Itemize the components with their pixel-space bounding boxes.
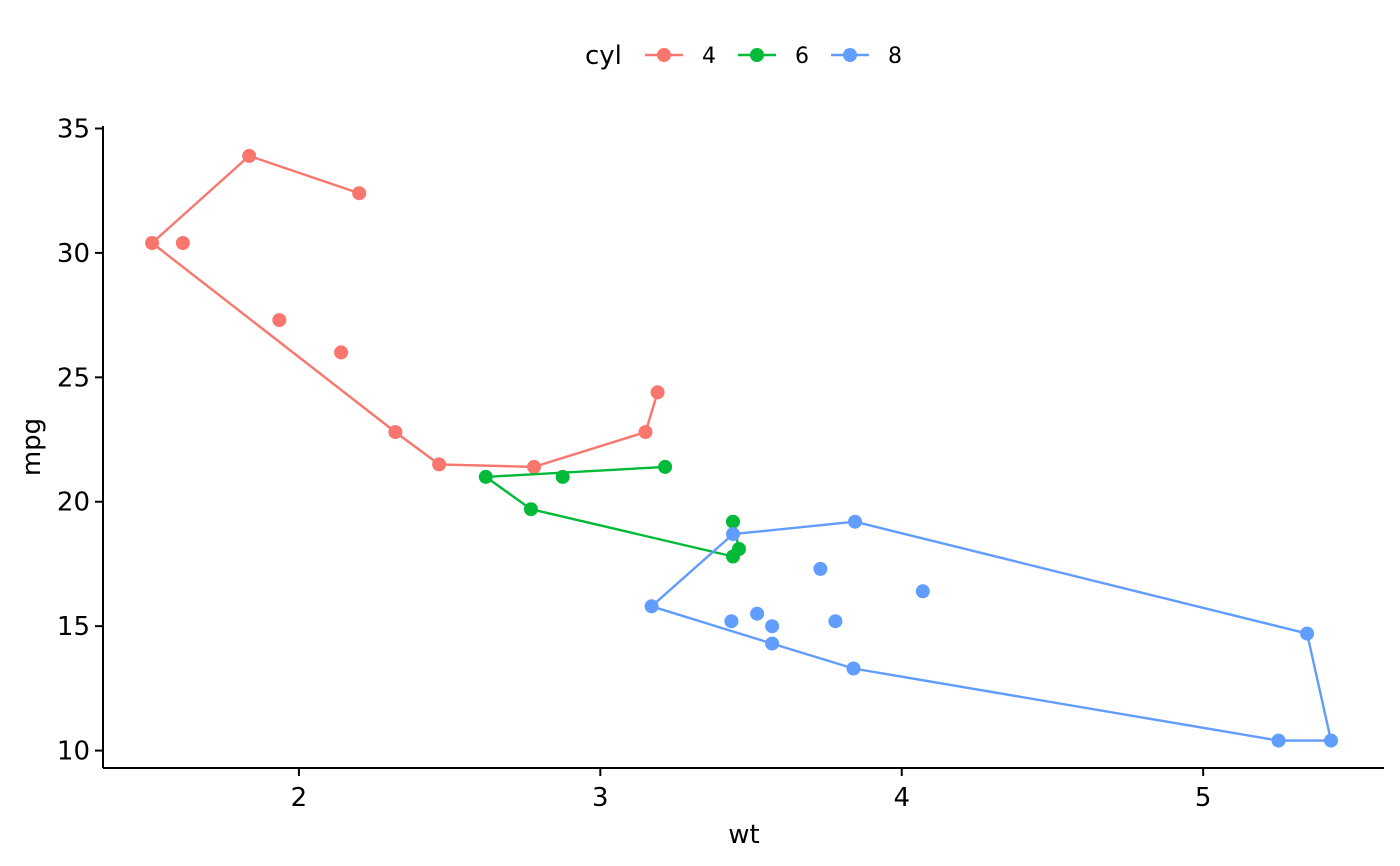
data-point [478, 469, 493, 484]
series-line-8 [650, 520, 1333, 742]
legend-item-8: 8 [831, 44, 902, 69]
legend-key-point [657, 48, 671, 62]
data-point [145, 236, 160, 250]
data-point [644, 599, 659, 614]
data-point [726, 527, 740, 542]
data-point [334, 345, 349, 360]
data-point [555, 469, 570, 484]
data-point [813, 561, 828, 576]
data-point [750, 606, 765, 621]
legend-label: 4 [702, 44, 716, 69]
y-tick-label: 10 [57, 737, 90, 767]
series-line-4 [150, 154, 659, 469]
y-tick-label: 20 [57, 488, 90, 518]
data-point [846, 661, 861, 676]
legend: cyl 4 6 8 [585, 41, 902, 71]
data-point [658, 459, 673, 474]
data-point [1324, 733, 1338, 748]
data-point [527, 459, 541, 474]
legend-key-point [843, 48, 857, 62]
legend-item-6: 6 [738, 44, 809, 69]
data-point [726, 549, 740, 564]
data-point [432, 457, 447, 472]
data-point [848, 514, 862, 529]
series-6 [478, 459, 746, 564]
data-point [765, 636, 780, 651]
series-line-6 [484, 465, 741, 558]
data-point [726, 514, 740, 529]
data-point [650, 385, 665, 400]
legend-key-point [750, 48, 764, 62]
y-tick-label: 30 [57, 239, 90, 269]
y-tick-label: 15 [57, 612, 90, 642]
series-8 [644, 514, 1338, 748]
x-tick-label: 4 [893, 783, 910, 813]
data-point [915, 584, 930, 599]
data-point [175, 236, 190, 250]
data-point [724, 614, 739, 629]
y-tick-label: 35 [57, 114, 90, 144]
data-point [524, 502, 538, 517]
y-axis: 10 15 20 25 30 35 mpg [17, 114, 104, 768]
data-point [828, 614, 843, 629]
legend-items: 4 6 8 [645, 44, 902, 69]
x-tick-label: 3 [592, 783, 609, 813]
plot-series [145, 148, 1338, 748]
data-point [242, 148, 257, 163]
y-ticks: 10 15 20 25 30 35 [57, 114, 103, 767]
y-axis-title: mpg [17, 418, 47, 476]
x-axis-title: wt [728, 820, 759, 850]
y-tick-label: 25 [57, 363, 90, 393]
data-point [638, 425, 653, 440]
legend-title: cyl [585, 41, 622, 71]
data-point [1271, 733, 1286, 748]
legend-label: 8 [888, 44, 902, 69]
x-axis: 2 3 4 5 wt [103, 767, 1384, 850]
data-point [272, 313, 287, 328]
data-point [1300, 626, 1315, 641]
series-4 [145, 148, 665, 474]
legend-item-4: 4 [645, 44, 716, 69]
x-tick-label: 5 [1195, 783, 1212, 813]
legend-label: 6 [795, 44, 809, 69]
data-point [352, 186, 367, 201]
data-point [388, 425, 403, 440]
data-point [765, 619, 780, 634]
x-ticks: 2 3 4 5 [291, 768, 1212, 813]
x-tick-label: 2 [291, 783, 308, 813]
